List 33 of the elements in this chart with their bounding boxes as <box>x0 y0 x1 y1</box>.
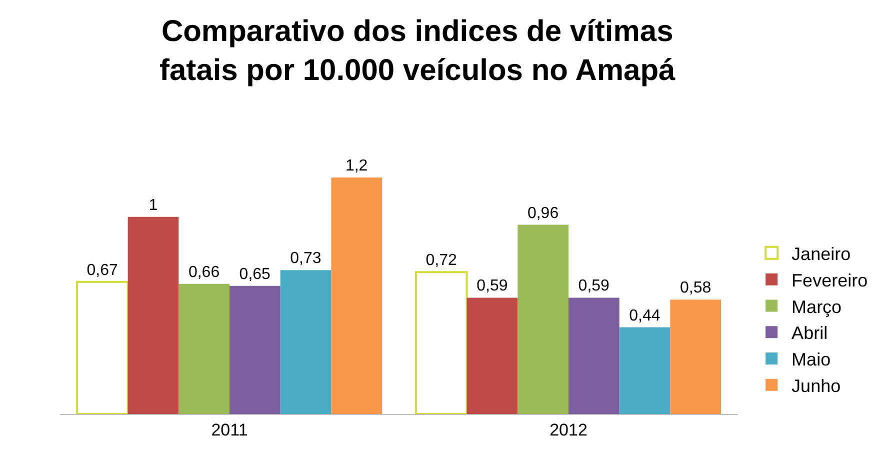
data-label: 0,66 <box>188 264 220 281</box>
bar <box>178 284 230 414</box>
data-label: 0,65 <box>239 266 271 283</box>
bar <box>568 298 620 414</box>
legend-label: Março <box>792 296 842 317</box>
bar <box>128 216 179 414</box>
x-tick-label: 2011 <box>211 420 248 440</box>
data-label: 0,67 <box>86 262 118 279</box>
data-label: 0,73 <box>290 250 322 268</box>
legend-label: Junho <box>792 376 841 396</box>
legend-label: Janeiro <box>792 244 851 264</box>
bar <box>280 270 332 414</box>
data-label: 0,58 <box>680 280 712 297</box>
bar <box>670 300 722 414</box>
chart-title: Comparativo dos indices de vítimas fatais por 10.000 veículos no Amapá <box>159 14 676 87</box>
bar <box>466 298 518 414</box>
legend-label: Fevereiro <box>792 270 868 290</box>
data-label: 1 <box>148 196 158 214</box>
bar <box>619 327 670 414</box>
bar <box>518 224 568 414</box>
legend-label: Abril <box>792 323 828 344</box>
x-tick-label: 2012 <box>550 420 588 440</box>
bar <box>76 280 129 414</box>
data-label: 0,59 <box>578 278 610 295</box>
data-label: 0,72 <box>426 252 457 270</box>
legend-label: Maio <box>792 350 831 370</box>
data-label: 0,59 <box>476 278 508 295</box>
bar <box>414 271 468 414</box>
data-label: 1,2 <box>345 157 368 174</box>
bar <box>230 286 280 414</box>
data-label: 0,96 <box>527 204 559 222</box>
bar <box>331 177 382 414</box>
data-label: 0,44 <box>629 307 660 324</box>
